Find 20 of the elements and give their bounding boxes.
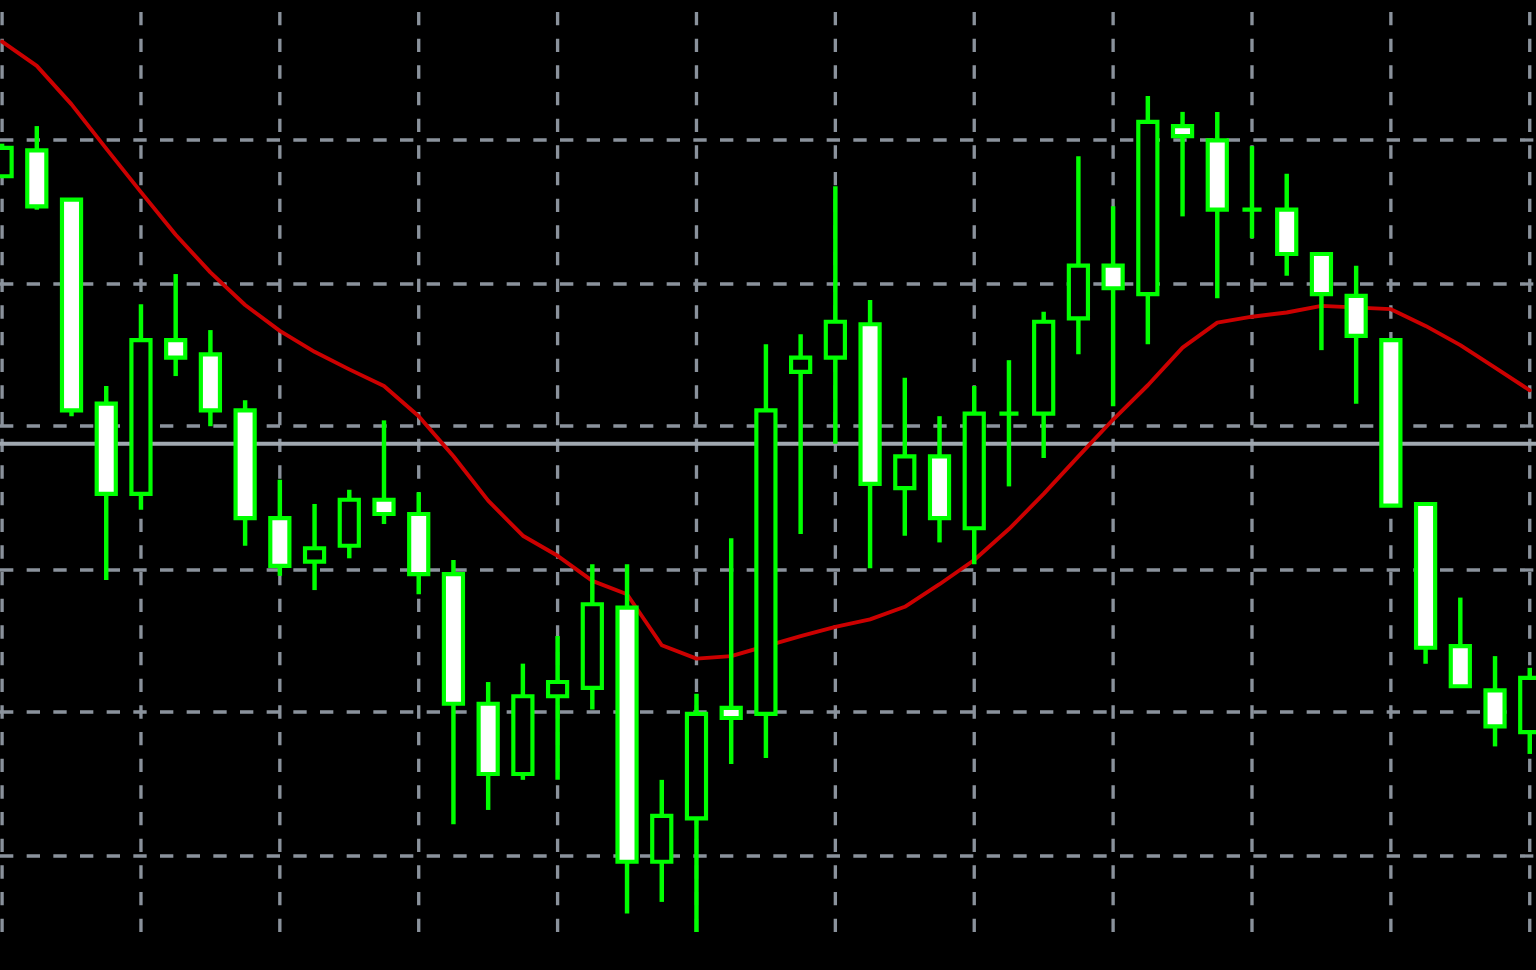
candlestick <box>997 357 1021 489</box>
candlestick <box>1448 595 1472 689</box>
candlestick <box>1275 171 1299 278</box>
candlestick <box>823 184 847 446</box>
candlestick <box>1344 263 1368 406</box>
candlestick <box>164 271 188 379</box>
candlestick <box>372 418 396 527</box>
candlestick <box>1309 251 1334 353</box>
candlestick <box>650 777 674 905</box>
candlestick <box>545 633 570 783</box>
candlestick <box>1240 143 1264 241</box>
candlestick <box>268 477 292 579</box>
candlestick <box>1170 109 1195 219</box>
candlestick <box>337 487 361 561</box>
candlestick <box>789 332 813 537</box>
candlestick <box>1483 653 1507 749</box>
candlestick <box>719 536 743 767</box>
candlestick <box>302 501 327 593</box>
candlestick <box>1101 204 1125 409</box>
candlestick <box>893 375 917 538</box>
